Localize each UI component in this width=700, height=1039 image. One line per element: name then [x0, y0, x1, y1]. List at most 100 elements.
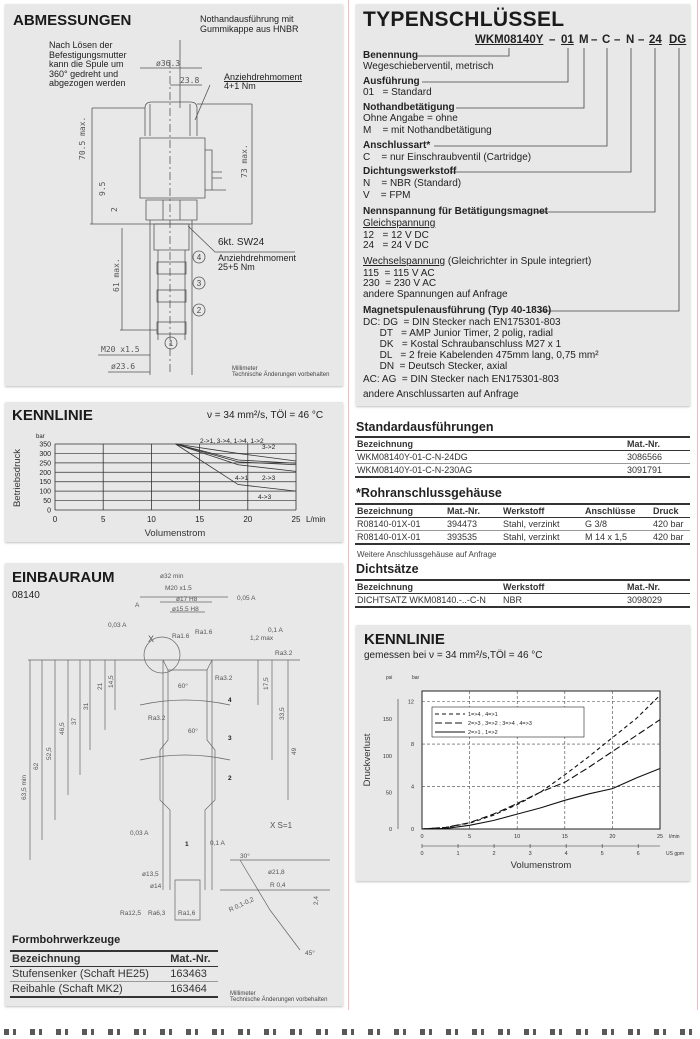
typenschluessel-line: DK = Kostal Schraubanschluss M27 x 1: [363, 339, 562, 350]
note-line: abgezogen werden: [49, 78, 126, 88]
typenschluessel-line: andere Spannungen auf Anfrage: [363, 289, 508, 300]
line-text: N = NBR (Standard): [363, 178, 462, 189]
port-4-label: 4: [197, 253, 202, 262]
y2-unit-label: psi: [386, 675, 392, 681]
tolerance-label: 0,03 A: [130, 830, 149, 837]
y-tick-label: 300: [39, 451, 51, 458]
tools-table: Bezeichnung Mat.-Nr. Stufensenker (Schaft…: [10, 950, 218, 998]
y-unit-label: bar: [36, 434, 45, 440]
dim-label: 31: [83, 702, 90, 710]
angle-label: 45°: [305, 949, 315, 957]
col-header: Mat.-Nr.: [445, 503, 501, 518]
x-tick-label: 20: [243, 515, 252, 524]
line-text: Wechselspannung: [363, 256, 446, 267]
x-tick-label: 15: [195, 515, 204, 524]
abmessungen-title: ABMESSUNGEN: [13, 12, 132, 29]
col-header: Bezeichnung: [355, 503, 445, 518]
code-connector-lines: [416, 48, 680, 312]
table-row: R08140-01X-01 393535 Stahl, verzinkt M 14 x…: [355, 530, 690, 545]
line-text: andere Spannungen auf Anfrage: [363, 289, 508, 300]
x-tick-label: 25: [657, 834, 663, 840]
x-tick-label: 5: [101, 515, 106, 524]
line-text: Dichtungswerkstoff: [363, 166, 457, 177]
dim-label: 33,5: [279, 707, 286, 720]
dim-label: M20 x1.5: [165, 585, 192, 592]
kennlinie-right-condition: gemessen bei ν = 34 mm²/s,TÖl = 46 °C: [364, 650, 543, 661]
rohr-table: Bezeichnung Mat.-Nr. Werkstoff Anschlüsse Dr…: [355, 503, 690, 545]
roughness-label: Ra1.6: [172, 633, 190, 640]
cell: R08140-01X-01: [355, 517, 445, 531]
table-row: Reibahle (Schaft MK2) 163464: [10, 981, 218, 998]
typenschluessel-line: DL = 2 freie Kabelenden 475mm lang, 0,75…: [363, 350, 599, 361]
typenschluessel-line: DC: DG = DIN Stecker nach EN175301-803: [363, 317, 561, 328]
einbauraum-title: EINBAURAUM: [12, 569, 115, 586]
typenschluessel-line: Nennspannung für Betätigungsmagnet: [363, 206, 548, 217]
code-sep: –: [614, 34, 621, 46]
code-base: WKM08140Y: [475, 34, 544, 46]
dicht-table: Bezeichnung Werkstoff Mat.-Nr. DICHTSATZ W…: [355, 579, 690, 608]
torque-top-note: Anziehdrehmoment 4+1 Nm: [224, 73, 302, 91]
col-header: Werkstoff: [501, 579, 625, 594]
footer-line: Technische Änderungen vorbehalten: [232, 372, 330, 378]
code-sep: –: [638, 34, 645, 46]
typenschluessel-line: Gleichspannung: [363, 218, 435, 229]
line-text: DN = Deutsch Stecker, axial: [363, 361, 508, 372]
kennlinie-left-condition: ν = 34 mm²/s, TÖl = 46 °C: [207, 410, 324, 421]
cell: 3086566: [625, 450, 690, 464]
detail-x-label: X: [148, 634, 154, 644]
cell: 3091791: [625, 463, 690, 478]
col-header: Bezeichnung: [355, 579, 501, 594]
table-row: WKM08140Y-01-C-N-230AG 3091791: [355, 463, 690, 478]
typenschluessel-line: Wechselspannung (Gleichrichter in Spule …: [363, 256, 591, 267]
code-nothand: M: [579, 34, 589, 46]
code-ausfuehrung: 01: [561, 34, 574, 46]
legend-label: 2=>1 , 1=>2: [468, 730, 498, 736]
cell: Reibahle (Schaft MK2): [10, 981, 169, 998]
typenschluessel-line: DN = Deutsch Stecker, axial: [363, 361, 508, 372]
angle-label: 30°: [240, 852, 250, 860]
cell: 163464: [168, 981, 218, 998]
note-line: Befestigungsmutter: [49, 49, 127, 60]
note-spule: Nach Lösen der Befestigungsmutter kann d…: [49, 40, 127, 89]
col-header: Werkstoff: [501, 503, 583, 518]
y2-tick-label: 150: [383, 717, 392, 723]
port-2-label: 2: [197, 306, 202, 315]
table-row: Stufensenker (Schaft HE25) 163463: [10, 966, 218, 982]
y-tick-label: 250: [39, 460, 51, 467]
note-line: 4+1 Nm: [224, 81, 256, 91]
tolerance-label: 0,05 A: [237, 595, 256, 602]
line-text: Ausführung: [363, 76, 420, 87]
x-tick-label: 0: [420, 834, 423, 840]
line-text: DK = Kostal Schraubanschluss M27 x 1: [363, 339, 562, 350]
series-label: 2->3: [262, 475, 276, 482]
table-row: DICHTSATZ WKM08140.-..-C-N NBR 3098029: [355, 593, 690, 608]
typenschluessel-line: V = FPM: [363, 190, 411, 201]
dim-label: 63,5 min: [21, 775, 28, 800]
line-text: Benennung: [363, 50, 418, 61]
table-row: WKM08140Y-01-C-N-24DG 3086566: [355, 450, 690, 464]
roughness-label: Ra12,5: [120, 910, 141, 917]
cell: 393535: [445, 530, 501, 545]
code-sep: –: [591, 34, 598, 46]
dim-label: R 0,4: [270, 882, 286, 889]
col-header: Druck: [651, 503, 690, 518]
dim-label: 62: [33, 762, 40, 770]
x2-tick-label: 6: [637, 851, 640, 857]
col-header: Bezeichnung: [355, 436, 625, 451]
x-tick-label: 10: [147, 515, 156, 524]
code-sep: –: [549, 34, 556, 46]
typenschluessel-line: M = mit Nothandbetätigung: [363, 125, 492, 136]
dim-label: 1,2 max: [250, 635, 274, 642]
y2-tick-label: 0: [389, 827, 392, 833]
code-anschluss: C: [602, 34, 611, 46]
note-line: Nothandausführung mit: [200, 14, 294, 24]
line-text: Nothandbetätigung: [363, 102, 455, 113]
series-label: 4->3: [258, 494, 272, 501]
dim-d363: ø36.3: [156, 59, 181, 68]
dim-label: 37: [71, 717, 78, 725]
rohr-note: Weitere Anschlussgehäuse auf Anfrage: [357, 550, 497, 559]
y2-tick-label: 50: [386, 790, 392, 796]
typenschluessel-line: Benennung: [363, 50, 418, 61]
col-header: Anschlüsse: [583, 503, 651, 518]
code-spannung: 24: [649, 34, 662, 46]
